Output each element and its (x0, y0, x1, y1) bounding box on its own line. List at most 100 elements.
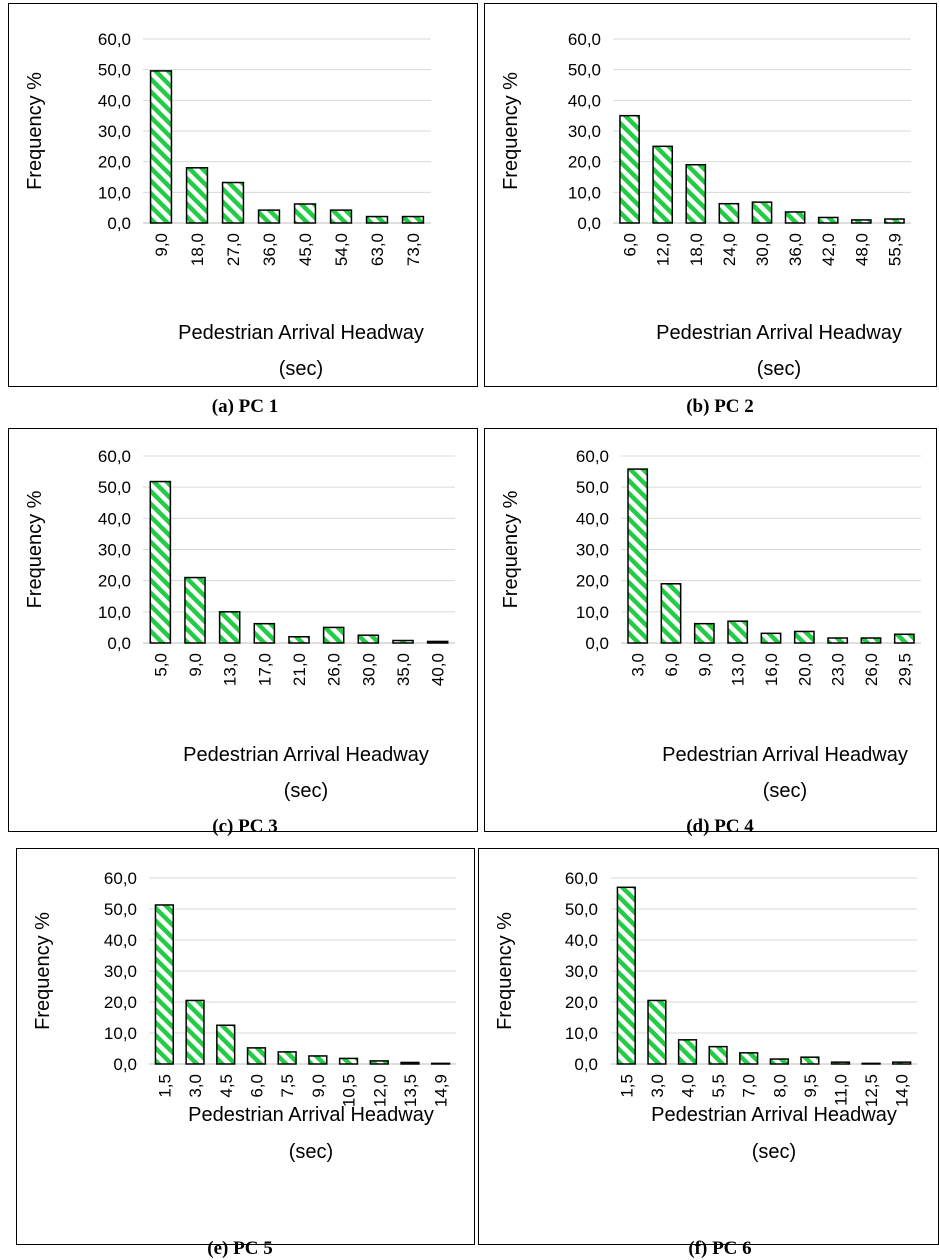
y-tick-label: 60,0 (568, 30, 601, 49)
y-tick-label: 50,0 (576, 478, 609, 497)
chart-svg: 0,0 10,0 20,0 30,0 40,0 50,0 60,0 9,0 18,0 27,0 36… (24, 30, 431, 380)
x-tick-label: 6,0 (247, 1074, 266, 1098)
bar (218, 611, 241, 644)
y-tick-label: 0,0 (107, 214, 131, 233)
bar (221, 181, 245, 224)
x-tick-label: 36,0 (260, 233, 279, 266)
chart-svg: 0,0 10,0 20,0 30,0 40,0 50,0 60,0 5,0 9,0 13,0 17,… (24, 447, 455, 802)
x-tick-label: 26,0 (862, 653, 881, 686)
bar (322, 626, 345, 644)
y-tick-label: 40,0 (565, 931, 598, 950)
x-tick-label: 13,0 (221, 653, 240, 686)
bar (793, 630, 815, 644)
bar (627, 468, 649, 644)
bar (184, 576, 206, 644)
y-tick-label: 10,0 (568, 183, 601, 202)
x-axis-unit: (sec) (284, 780, 328, 802)
bar (769, 1058, 789, 1065)
x-tick-label: 40,0 (429, 653, 448, 686)
y-tick-label: 40,0 (104, 931, 137, 950)
bar (253, 622, 276, 644)
y-tick-label: 50,0 (98, 61, 131, 80)
caption-pc5: (e) PC 5 (207, 1238, 273, 1259)
x-axis-label: Pedestrian Arrival Headway (178, 322, 424, 344)
bar (246, 1047, 267, 1065)
x-tick-label: 7,5 (278, 1074, 297, 1098)
x-tick-label: 4,0 (679, 1074, 698, 1098)
x-tick-label: 55,9 (885, 233, 904, 266)
bar (392, 639, 414, 644)
y-tick-label: 50,0 (104, 900, 137, 919)
caption-pc4: (d) PC 4 (686, 816, 754, 837)
y-tick-label: 0,0 (585, 634, 609, 653)
bar (329, 209, 353, 224)
bar (860, 637, 882, 644)
x-tick-label: 18,0 (188, 233, 207, 266)
caption-pc2: (b) PC 2 (686, 396, 754, 417)
x-tick-label: 26,0 (325, 653, 344, 686)
x-axis-label: Pedestrian Arrival Headway (188, 1104, 434, 1126)
bar (685, 163, 707, 224)
x-tick-label: 35,0 (394, 653, 413, 686)
x-tick-label: 20,0 (795, 653, 814, 686)
x-tick-label: 3,0 (648, 1074, 667, 1098)
y-tick-label: 50,0 (565, 900, 598, 919)
y-axis-label: Frequency % (494, 912, 516, 1030)
x-tick-label: 9,5 (801, 1074, 820, 1098)
x-tick-label: 36,0 (786, 233, 805, 266)
x-tick-label: 30,0 (359, 653, 378, 686)
x-tick-label: 1,5 (617, 1074, 636, 1098)
bar (693, 622, 715, 644)
x-tick-label: 5,5 (709, 1074, 728, 1098)
x-tick-label: 3,0 (629, 653, 648, 677)
bar (154, 904, 175, 1065)
bar (257, 209, 281, 224)
bar (149, 480, 172, 644)
bar (892, 1061, 912, 1065)
y-tick-label: 60,0 (565, 869, 598, 888)
bar (850, 219, 872, 224)
x-tick-label: 9,0 (186, 653, 205, 677)
bar (784, 211, 806, 224)
y-tick-label: 30,0 (98, 541, 131, 560)
y-tick-label: 10,0 (565, 1024, 598, 1043)
bar (830, 1061, 851, 1065)
x-tick-label: 7,0 (740, 1074, 759, 1098)
y-tick-label: 30,0 (104, 962, 137, 981)
x-axis-label: Pedestrian Arrival Headway (656, 322, 902, 344)
bar (365, 215, 389, 224)
bar (277, 1051, 297, 1065)
y-tick-label: 20,0 (98, 153, 131, 172)
x-tick-label: 9,0 (309, 1074, 328, 1098)
bar (430, 1062, 451, 1065)
x-tick-label: 12,5 (862, 1074, 881, 1107)
y-tick-label: 20,0 (565, 993, 598, 1012)
x-tick-label: 13,0 (729, 653, 748, 686)
bar (426, 640, 449, 644)
y-tick-label: 0,0 (107, 634, 131, 653)
chart-panel-pc6: 0,0 10,0 20,0 30,0 40,0 50,0 60,0 1,5 3,0 4,0 5,5 7… (478, 848, 939, 1245)
y-tick-label: 60,0 (576, 447, 609, 466)
x-tick-label: 8,0 (770, 1074, 789, 1098)
x-axis-label: Pedestrian Arrival Headway (183, 744, 429, 766)
x-tick-label: 42,0 (819, 233, 838, 266)
bar (400, 1061, 420, 1065)
bar (861, 1062, 881, 1065)
x-tick-label: 73,0 (404, 233, 423, 266)
x-tick-label: 30,0 (753, 233, 772, 266)
x-tick-label: 9,0 (152, 233, 171, 257)
x-tick-label: 24,0 (720, 233, 739, 266)
bar (338, 1057, 359, 1065)
bar (293, 203, 317, 224)
y-tick-label: 10,0 (98, 183, 131, 202)
caption-pc6: (f) PC 6 (688, 1238, 752, 1259)
y-tick-label: 0,0 (574, 1055, 598, 1074)
x-tick-label: 6,0 (621, 233, 640, 257)
x-tick-label: 48,0 (852, 233, 871, 266)
y-tick-label: 30,0 (568, 122, 601, 141)
bar (652, 145, 674, 224)
x-tick-label: 16,0 (762, 653, 781, 686)
bar (357, 634, 380, 644)
x-tick-label: 14,9 (432, 1074, 451, 1107)
y-tick-label: 30,0 (98, 122, 131, 141)
